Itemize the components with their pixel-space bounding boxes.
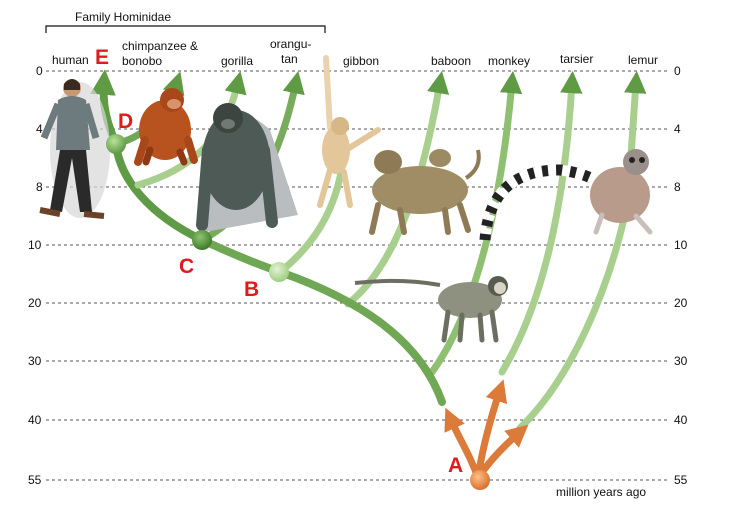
tick-label: 30 [28, 354, 42, 368]
tick-label: 30 [674, 354, 688, 368]
node-label-b: B [244, 278, 259, 301]
chimpanzee-illustration [134, 88, 198, 166]
node-label-c: C [179, 255, 194, 278]
node-label-a: A [448, 454, 463, 477]
tick-label: 40 [28, 413, 42, 427]
lemur-illustration [479, 149, 653, 241]
branch-tarsier [498, 70, 583, 376]
time-axis-right: 0 4 8 10 20 30 40 55 [674, 64, 688, 487]
species-label-lemur: lemur [628, 53, 658, 67]
branch-c-to-d [112, 140, 206, 244]
branch-ape-trunk [198, 236, 446, 406]
species-label-orangutan-2: tan [281, 52, 298, 66]
human-illustration [39, 79, 110, 219]
node-label-e: E [95, 46, 109, 69]
species-label-monkey: monkey [488, 54, 530, 68]
species-labels: human chimpanzee & bonobo gorilla orangu… [52, 37, 658, 68]
time-axis-left: 0 4 8 10 20 30 40 55 [28, 64, 43, 487]
tick-label: 4 [674, 122, 681, 136]
tick-label: 20 [674, 296, 688, 310]
node-label-d: D [118, 110, 133, 133]
tick-label: 4 [36, 122, 43, 136]
node-d-dot [106, 134, 126, 154]
tree-nodes [106, 134, 490, 490]
species-label-baboon: baboon [431, 54, 471, 68]
species-label-tarsier: tarsier [560, 52, 593, 66]
tree-branches [90, 69, 647, 432]
tick-label: 0 [674, 64, 681, 78]
bracket-label: Family Hominidae [75, 10, 171, 24]
tick-label: 10 [28, 238, 42, 252]
node-c-dot [192, 230, 212, 250]
time-unit-label: million years ago [556, 485, 646, 499]
species-label-gibbon: gibbon [343, 54, 379, 68]
gorilla-illustration [196, 103, 298, 232]
branch-monkey [428, 70, 523, 376]
gibbon-illustration [317, 55, 381, 208]
baboon-illustration [369, 149, 481, 235]
tick-label: 55 [674, 473, 688, 487]
tick-label: 40 [674, 413, 688, 427]
node-letters: A B C D E [95, 46, 463, 477]
species-label-orangutan-1: orangu- [270, 37, 311, 51]
tick-label: 55 [28, 473, 42, 487]
hominidae-bracket: Family Hominidae [45, 10, 326, 33]
monkey-illustration [354, 276, 508, 343]
species-label-human: human [52, 53, 89, 67]
node-b-dot [269, 262, 289, 282]
species-label-bonobo: bonobo [122, 54, 162, 68]
node-a-dot [470, 470, 490, 490]
species-label-chimpanzee: chimpanzee & [122, 39, 198, 53]
tick-label: 8 [36, 180, 43, 194]
species-label-gorilla: gorilla [221, 54, 253, 68]
tick-label: 10 [674, 238, 688, 252]
tick-label: 0 [36, 64, 43, 78]
branch-lemur [516, 70, 647, 432]
tick-label: 20 [28, 296, 42, 310]
tick-label: 8 [674, 180, 681, 194]
